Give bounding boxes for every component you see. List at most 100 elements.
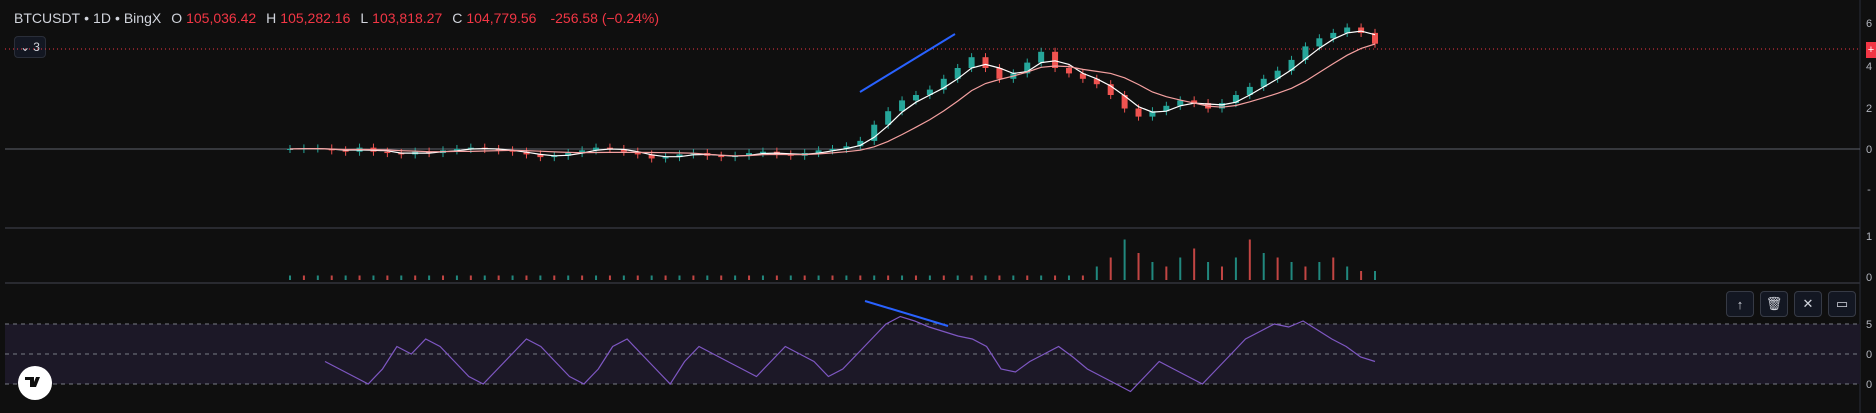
- volume-bar: [817, 275, 820, 280]
- candle-body: [815, 150, 822, 154]
- volume-bar: [720, 275, 723, 280]
- volume-bar: [442, 275, 445, 280]
- price-axis-label: 2: [1866, 103, 1872, 115]
- volume-bar: [748, 275, 751, 280]
- candle-body: [885, 111, 892, 125]
- open-label: O: [171, 10, 183, 26]
- rsi-line: [324, 315, 1376, 393]
- volume-bar: [344, 275, 347, 280]
- volume-bar: [1179, 257, 1182, 280]
- candle-body: [620, 149, 627, 152]
- candle-body: [968, 57, 975, 68]
- candle-body: [1024, 62, 1031, 74]
- candle-body: [1218, 103, 1225, 109]
- volume-bar: [497, 275, 500, 280]
- candle-body: [593, 147, 600, 151]
- volume-bar: [1374, 271, 1376, 280]
- indicators-collapse-button[interactable]: ⌄ 3: [14, 36, 46, 58]
- candle-body: [926, 89, 933, 95]
- volume-bar: [553, 275, 556, 280]
- arrow-up-icon: ↑: [1736, 296, 1744, 312]
- symbol-legend[interactable]: BTCUSDT • 1D • BingX O 105,036.42 H 105,28…: [14, 10, 659, 26]
- close-value: 104,779.56: [466, 10, 537, 26]
- rsi-axis-label: 0: [1866, 379, 1872, 391]
- volume-bar: [678, 275, 681, 280]
- candle-body: [453, 149, 460, 151]
- volume-series: [289, 239, 1376, 280]
- volume-bar: [998, 275, 1001, 280]
- volume-bar: [1193, 248, 1196, 280]
- volume-bar: [539, 275, 542, 280]
- candle-body: [648, 154, 655, 159]
- candle-body: [1121, 95, 1128, 109]
- volume-bar: [970, 275, 973, 280]
- volume-bar: [789, 275, 792, 280]
- volume-bar: [1332, 257, 1335, 280]
- exchange-label: BingX: [123, 10, 162, 26]
- volume-bar: [1137, 253, 1140, 280]
- volume-bar: [414, 275, 417, 280]
- candle-body: [1246, 86, 1253, 95]
- volume-bar: [386, 275, 389, 280]
- symbol-name[interactable]: BTCUSDT: [14, 10, 81, 26]
- candle-body: [509, 150, 516, 152]
- volume-bar: [1012, 275, 1015, 280]
- volume-bar: [1054, 275, 1057, 280]
- rsi-trendline[interactable]: [864, 300, 949, 327]
- candle-body: [843, 146, 850, 149]
- separator-dot: •: [84, 10, 90, 26]
- candle-body: [467, 147, 474, 149]
- tradingview-logo-icon[interactable]: [18, 366, 52, 400]
- volume-bar: [1360, 271, 1363, 280]
- candle-body: [342, 150, 349, 152]
- candle-body: [398, 153, 405, 155]
- candle-body: [1260, 78, 1267, 87]
- volume-bar: [873, 275, 876, 280]
- maximize-pane-button[interactable]: ✕: [1794, 291, 1822, 317]
- volume-bar: [567, 275, 570, 280]
- candle-body: [1163, 105, 1170, 112]
- volume-bar: [428, 275, 431, 280]
- volume-bar: [901, 275, 904, 280]
- volume-bar: [1081, 275, 1084, 280]
- volume-bar: [1207, 262, 1210, 280]
- volume-bar: [1276, 257, 1279, 280]
- volume-bar: [1095, 266, 1098, 280]
- trash-icon: 🗑: [1765, 296, 1783, 311]
- volume-bar: [845, 275, 848, 280]
- indicator-count: 3: [33, 40, 40, 54]
- volume-bar: [1262, 253, 1265, 280]
- volume-bar: [831, 275, 834, 280]
- candle-body: [606, 147, 613, 149]
- candle-body: [759, 151, 766, 154]
- candle-body: [940, 78, 947, 90]
- volume-bar: [775, 275, 778, 280]
- volume-bar: [469, 275, 472, 280]
- volume-bar: [1067, 275, 1070, 280]
- interval-label[interactable]: 1D: [93, 10, 111, 26]
- candle-body: [1344, 27, 1351, 33]
- volume-bar: [803, 275, 806, 280]
- candle-body: [551, 155, 558, 158]
- candle-body: [579, 150, 586, 154]
- delete-pane-button[interactable]: 🗑: [1760, 291, 1788, 317]
- volume-bar: [956, 275, 959, 280]
- move-pane-up-button[interactable]: ↑: [1726, 291, 1754, 317]
- volume-bar: [455, 275, 458, 280]
- candle-body: [1177, 100, 1184, 106]
- restore-icon: ▭: [1835, 296, 1849, 311]
- candle-body: [871, 124, 878, 141]
- volume-bar: [595, 275, 598, 280]
- volume-bar: [608, 275, 611, 280]
- candle-body: [1330, 32, 1337, 39]
- candle-body: [1107, 84, 1114, 95]
- volume-bar: [734, 275, 737, 280]
- volume-bar: [914, 275, 917, 280]
- more-pane-button[interactable]: ▭: [1828, 291, 1856, 317]
- candle-body: [1358, 27, 1365, 33]
- pane-controls: ↑ 🗑 ✕ ▭: [1726, 291, 1856, 317]
- candle-body: [537, 154, 544, 158]
- candle-body: [384, 151, 391, 154]
- price-trendline[interactable]: [859, 33, 956, 93]
